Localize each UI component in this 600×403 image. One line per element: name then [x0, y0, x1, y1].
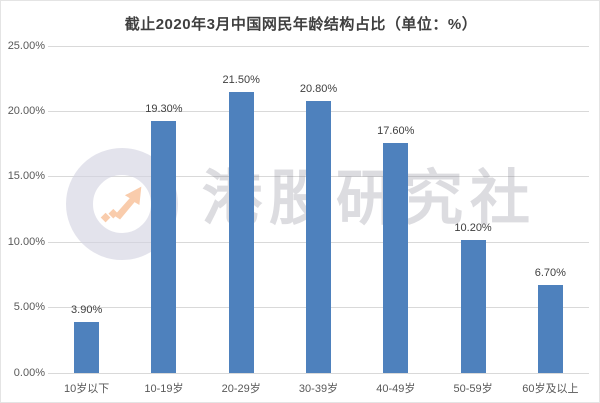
gridline	[48, 45, 589, 47]
bar-50-59岁	[460, 239, 486, 373]
y-axis-tick-label: 5.00%	[13, 301, 45, 314]
y-axis-tick-label: 10.00%	[7, 235, 45, 248]
bar-10岁以下	[74, 321, 100, 373]
y-axis-tick-label: 0.00%	[13, 366, 45, 379]
x-axis-category-label: 20-29岁	[221, 383, 261, 395]
x-axis-category-label: 10岁以下	[64, 383, 110, 395]
bar-10-19岁	[151, 120, 177, 373]
x-axis-category-label: 10-19岁	[144, 383, 184, 395]
watermark-text: 港股研究社	[202, 165, 537, 232]
bar-30-39岁	[306, 100, 331, 373]
bar-value-label: 6.70%	[534, 267, 566, 280]
bar-20-29岁	[228, 91, 254, 373]
chart-title: 截止2020年3月中国网民年龄结构占比（单位：%）	[124, 16, 478, 33]
bar-40-49岁	[383, 142, 409, 373]
y-axis-tick-label: 15.00%	[7, 170, 45, 183]
bar-value-label: 21.50%	[222, 73, 260, 86]
y-axis-tick-label: 20.00%	[7, 104, 45, 117]
x-axis-category-label: 40-49岁	[376, 383, 416, 395]
trend-up-arrow-icon	[100, 186, 142, 223]
bar-value-label: 20.80%	[299, 82, 338, 95]
bar-60岁及以上	[537, 285, 563, 373]
bar-value-label: 17.60%	[377, 124, 415, 137]
bar-value-label: 19.30%	[145, 102, 183, 115]
gridline	[48, 372, 589, 374]
y-axis-tick-label: 25.00%	[7, 39, 45, 52]
x-axis-category-label: 60岁及以上	[522, 383, 579, 395]
x-axis-category-label: 50-59岁	[453, 383, 493, 395]
x-axis-category-label: 30-39岁	[298, 383, 339, 395]
bar-value-label: 10.20%	[454, 221, 492, 234]
bar-value-label: 3.90%	[71, 303, 103, 316]
